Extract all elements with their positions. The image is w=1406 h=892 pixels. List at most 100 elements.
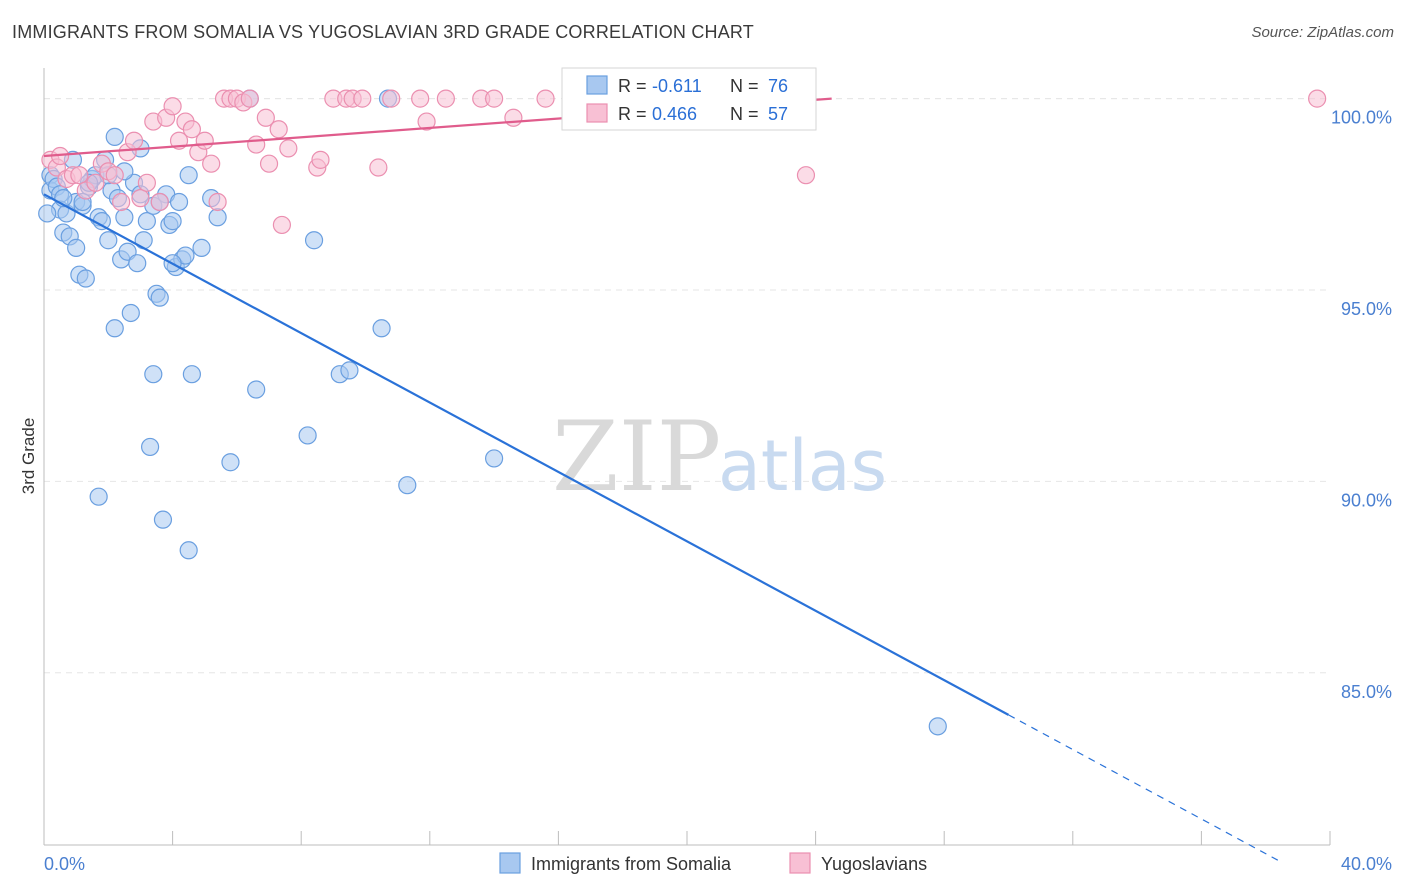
somalia-point [298,426,317,445]
yugoslavian-point [417,112,436,131]
source-credit: Source: ZipAtlas.com [1251,24,1394,41]
y-tick-label: 100.0% [1331,108,1392,128]
somalia-point [192,238,211,257]
yugoslavian-point [369,158,388,177]
somalia-point [247,380,266,399]
somalia-point [140,437,160,457]
somalia-point [76,269,95,288]
y-tick-labels: 85.0% 90.0% 95.0% 100.0% [1331,108,1392,702]
somalia-point [121,303,140,323]
somalia-point [115,208,134,227]
yugoslavian-point [269,120,288,139]
somalia-point [137,212,156,231]
y-tick-label: 95.0% [1341,299,1392,319]
legend-r-value-somalia: -0.611 [652,76,702,96]
legend-n-value-somalia: 76 [768,76,788,96]
yugoslavian-point [504,108,523,127]
yugoslavian-point [208,192,227,212]
y-tick-label: 85.0% [1341,682,1392,702]
yugoslavian-point [195,131,214,150]
legend-n-label-somalia: N = [730,76,759,96]
somalia-point [89,487,108,506]
series-legend-label-yugoslavians: Yugoslavians [821,854,927,874]
somalia-point [153,510,173,529]
stats-legend: R = -0.611 N = 76 R = 0.466 N = 57 [561,67,817,131]
somalia-point [372,319,391,338]
legend-swatch-yugoslavians [586,103,608,123]
somalia-point [182,365,201,384]
watermark: ZIP atlas [552,401,887,513]
series-legend-label-somalia: Immigrants from Somalia [531,854,732,874]
somalia-point [163,212,182,231]
somalia-point [38,204,57,223]
somalia-point [179,541,198,560]
legend-r-label-somalia: R = [618,76,647,96]
x-tick-label-max: 40.0% [1341,854,1392,874]
legend-r-label-yugoslavians: R = [618,104,647,124]
yugoslavian-point [536,89,555,108]
somalia-point [134,231,153,250]
somalia-point [221,453,240,472]
series-legend: Immigrants from Somalia Yugoslavians [499,852,927,874]
yugoslavian-point [163,97,182,116]
x-tick-labels: 0.0% 40.0% [44,854,1392,874]
yugoslavian-point [247,135,266,154]
somalia-points [38,89,947,736]
somalia-point [105,127,124,146]
somalia-point [340,361,359,380]
somalia-point [304,231,324,250]
somalia-point [928,717,947,736]
legend-n-value-yugoslavians: 57 [768,104,788,124]
somalia-trend-extension [1008,714,1283,863]
somalia-trend-line [43,193,1010,716]
yugoslavian-point [70,166,89,185]
somalia-point [398,476,417,495]
yugoslavian-point [256,108,275,127]
yugoslavian-point [272,215,292,235]
yugoslavian-point [1308,89,1327,108]
yugoslavian-point [411,89,430,108]
somalia-point [67,238,86,257]
y-axis-label: 3rd Grade [19,418,38,495]
somalia-point [485,449,504,468]
yugoslavian-point [353,89,372,108]
yugoslavian-point [796,166,816,185]
series-legend-swatch-yugoslavians [789,852,811,874]
yugoslavian-point [131,189,150,208]
somalia-point [105,319,124,338]
yugoslavian-point [124,131,144,150]
somalia-point [179,166,198,185]
yugoslavian-point [485,89,504,108]
x-tick-marks [43,831,1331,845]
y-tick-label: 90.0% [1341,490,1392,510]
yugoslavian-point [112,192,131,212]
yugoslavian-point [202,154,221,173]
yugoslavian-point [311,150,330,169]
x-tick-label-min: 0.0% [44,854,85,874]
legend-r-value-yugoslavians: 0.466 [652,104,697,124]
somalia-point [128,254,147,273]
watermark-zip: ZIP [552,401,721,513]
yugoslavian-point [240,89,259,108]
somalia-point [144,365,163,384]
yugoslavian-point [382,89,401,108]
yugoslavian-point [279,139,298,158]
yugoslavian-point [86,173,105,192]
yugoslavian-point [137,173,156,192]
yugoslavian-point [105,166,124,185]
somalia-point [169,192,189,212]
yugoslavian-point [182,120,201,139]
somalia-point [150,288,169,307]
series-legend-swatch-somalia [499,852,521,874]
yugoslavian-point [259,154,279,173]
somalia-point [99,231,118,250]
watermark-atlas: atlas [718,425,887,507]
somalia-point [208,208,227,227]
legend-swatch-somalia [586,75,608,95]
yugoslavian-point [436,89,455,108]
yugoslavian-point [150,192,169,212]
chart-title: IMMIGRANTS FROM SOMALIA VS YUGOSLAVIAN 3… [12,22,754,42]
grid-lines [44,98,1330,674]
legend-n-label-yugoslavians: N = [730,104,759,124]
